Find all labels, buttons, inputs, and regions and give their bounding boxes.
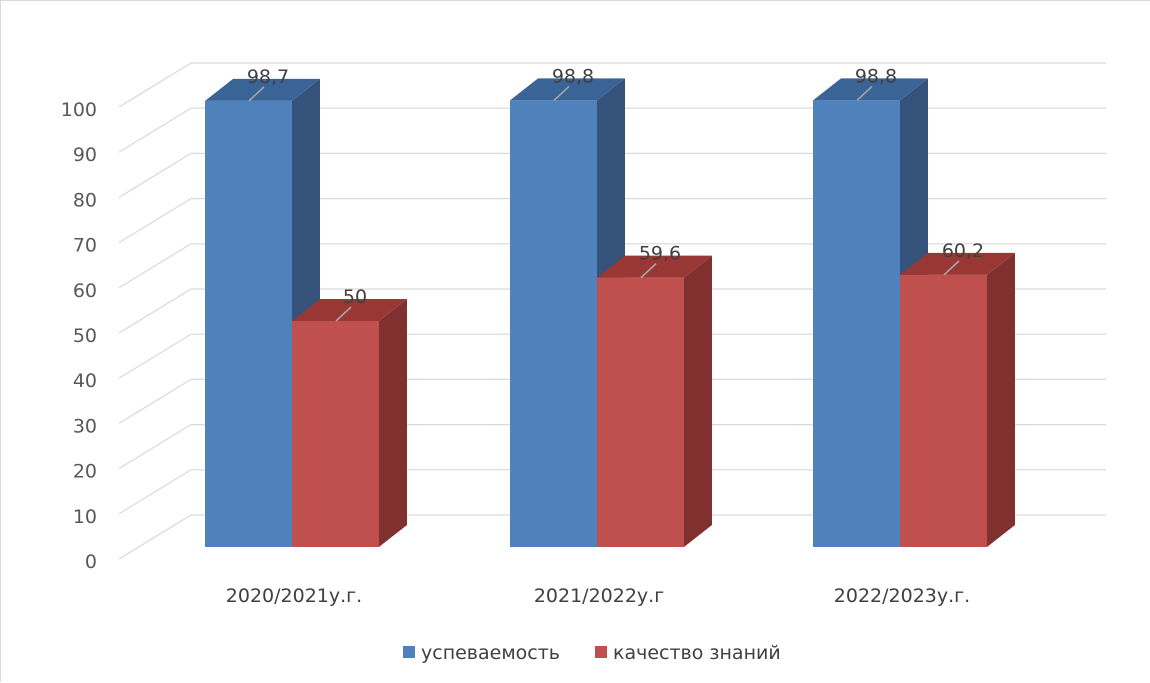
data-label: 59,6 <box>639 243 681 265</box>
data-label-leader <box>856 85 873 102</box>
grid-diagonal <box>118 107 192 153</box>
grid-diagonal <box>118 152 192 198</box>
x-axis-labels: 2020/2021у.г. 2021/2022у.г 2022/2023у.г. <box>226 585 970 607</box>
y-tick-label: 100 <box>61 99 97 121</box>
bar-front <box>900 274 987 547</box>
bar-top <box>900 252 1015 275</box>
legend-label: качество знаний <box>613 642 781 664</box>
grid-diagonal <box>118 288 192 334</box>
data-label-leader <box>943 260 960 276</box>
y-tick-label: 10 <box>73 506 97 528</box>
y-tick-label: 80 <box>73 189 97 211</box>
legend: успеваемость качество знаний <box>403 642 781 664</box>
grid-diagonal <box>118 333 192 379</box>
bar-side <box>379 299 407 547</box>
x-category-label: 2021/2022у.г <box>534 585 664 607</box>
bar-top <box>597 255 712 278</box>
data-label: 98,8 <box>855 65 897 87</box>
y-tick-label: 40 <box>73 370 97 392</box>
y-tick-label: 20 <box>73 461 97 483</box>
bar-side <box>987 252 1015 547</box>
x-category-label: 2020/2021у.г. <box>226 585 362 607</box>
bar-top <box>813 78 928 101</box>
data-label: 60,2 <box>942 240 984 262</box>
grid-diagonal <box>118 62 192 108</box>
legend-label: успеваемость <box>421 642 560 664</box>
bar-front <box>292 321 379 547</box>
data-label: 98,8 <box>552 65 594 87</box>
bar-top <box>510 78 625 101</box>
grid-diagonal <box>118 424 192 470</box>
data-label-leader <box>248 86 265 102</box>
data-label: 98,7 <box>247 66 289 88</box>
bar-front <box>510 100 597 547</box>
data-label-leader <box>640 263 657 279</box>
y-tick-label: 90 <box>73 144 97 166</box>
x-category-label: 2022/2023у.г. <box>834 585 970 607</box>
y-axis-ticks: 0 10 20 30 40 50 60 70 80 90 100 <box>61 99 97 573</box>
y-tick-label: 30 <box>73 415 97 437</box>
bar-side <box>684 255 712 547</box>
y-tick-label: 60 <box>73 280 97 302</box>
y-tick-label: 0 <box>85 551 97 573</box>
legend-swatch <box>595 646 607 658</box>
bars <box>205 78 1015 547</box>
legend-swatch <box>403 646 415 658</box>
grid-diagonal <box>118 514 192 560</box>
y-tick-label: 70 <box>73 235 97 257</box>
bar-top <box>292 299 407 321</box>
grid-diagonal <box>118 243 192 289</box>
bar-front <box>205 100 292 547</box>
grid-diagonal <box>118 198 192 244</box>
data-labels: 98,7 50 98,8 59,6 98,8 60,2 <box>247 65 984 322</box>
bar-top <box>205 78 320 101</box>
grid-diagonal <box>118 378 192 424</box>
data-label-leader <box>553 85 570 102</box>
y-tick-label: 50 <box>73 325 97 347</box>
bar-front <box>813 100 900 547</box>
data-label: 50 <box>343 286 367 308</box>
bar-front <box>597 277 684 547</box>
data-label-leader <box>335 306 352 322</box>
grid-diagonal <box>118 469 192 515</box>
